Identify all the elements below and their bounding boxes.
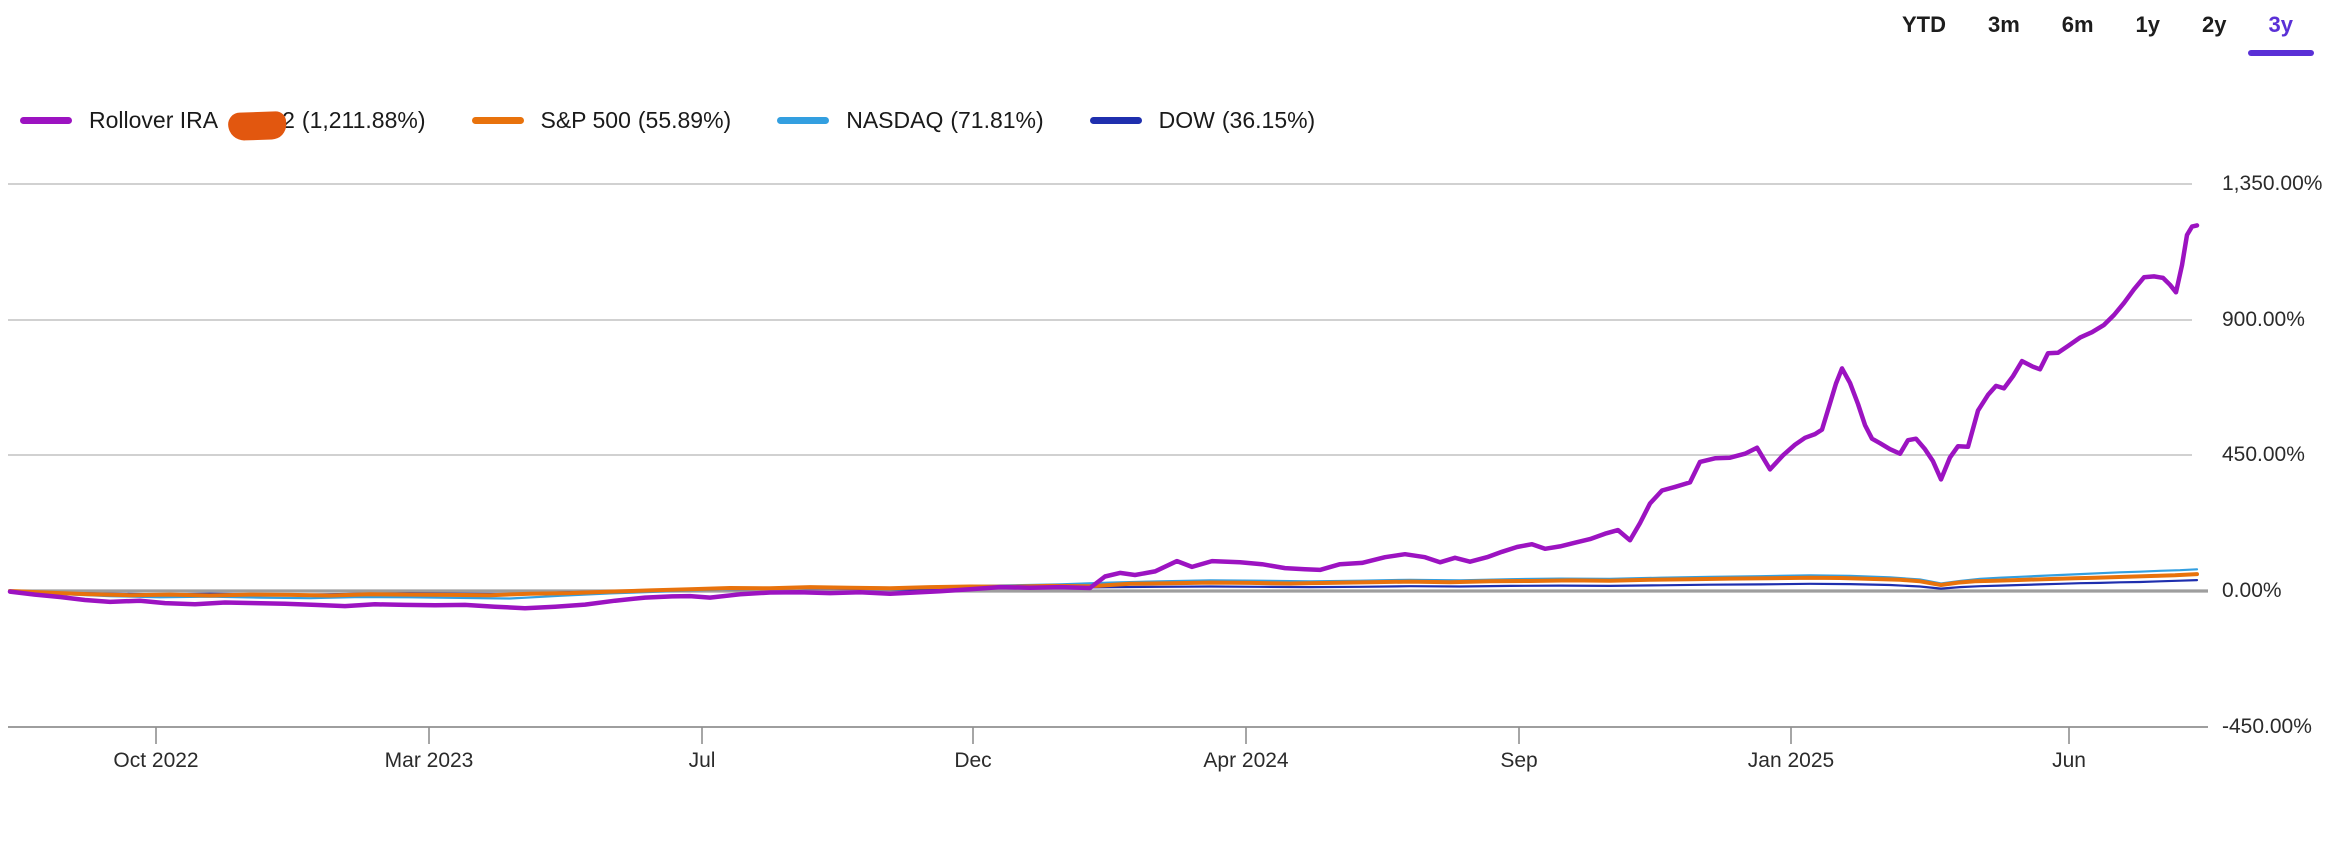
tab-label: 3m: [1987, 12, 2020, 37]
tab-label: 2y: [2202, 12, 2227, 37]
series-swatch-sp500: [471, 116, 524, 124]
tab-3y[interactable]: 3y: [2247, 10, 2314, 56]
legend-label: Rollover IRA: [89, 106, 219, 133]
tab-2y[interactable]: 2y: [2181, 10, 2247, 56]
tab-label: 3y: [2268, 12, 2293, 37]
time-range-selector: YTD 3m 6m 1y 2y 3y: [1881, 10, 2314, 56]
legend-label: DOW: [1158, 106, 1215, 133]
tab-label: 1y: [2135, 12, 2161, 37]
legend-label: NASDAQ: [846, 106, 944, 133]
y-axis-label: -450.00%: [2222, 715, 2312, 738]
legend-value: (55.89%): [637, 106, 732, 133]
x-axis-label: Sep: [1500, 749, 1538, 772]
y-axis-label: 0.00%: [2222, 579, 2282, 602]
tab-ytd[interactable]: YTD: [1881, 10, 1967, 56]
legend-item-sp500[interactable]: S&P 500 (55.89%): [471, 106, 732, 134]
series-swatch-rollover-ira: [20, 116, 72, 124]
x-axis-label: Jan 2025: [1747, 749, 1835, 772]
tab-6m[interactable]: 6m: [2041, 10, 2115, 56]
legend-value: (36.15%): [1221, 106, 1316, 133]
x-axis-label: Jul: [688, 749, 716, 772]
series-line-rollover-ira: [7, 223, 2200, 611]
legend-item-rollover-ira[interactable]: Rollover IRA 2 (1,211.88%): [20, 106, 426, 141]
legend-label: S&P 500: [540, 106, 631, 133]
y-axis-label: 900.00%: [2222, 308, 2305, 331]
redaction-blob: [227, 110, 287, 141]
x-axis-ticks: [155, 727, 2070, 744]
selected-tab-underline: [2247, 50, 2314, 56]
series-swatch-nasdaq: [777, 116, 830, 124]
legend-item-dow[interactable]: DOW (36.15%): [1089, 106, 1316, 134]
series-swatch-dow: [1089, 116, 1142, 124]
legend-value: (71.81%): [950, 106, 1044, 133]
tab-label: 6m: [2061, 12, 2094, 37]
x-axis-label: Apr 2024: [1203, 749, 1289, 772]
tab-3m[interactable]: 3m: [1967, 10, 2041, 56]
series-lines: [7, 223, 2200, 611]
gridlines: [8, 183, 2192, 456]
y-axis-label: 450.00%: [2222, 443, 2305, 466]
x-axis-label: Oct 2022: [113, 749, 199, 772]
x-axis-label: Mar 2023: [384, 749, 474, 772]
y-axis-label: 1,350.00%: [2222, 172, 2323, 195]
x-axis-label: Dec: [954, 749, 992, 772]
tab-1y[interactable]: 1y: [2115, 10, 2181, 56]
x-axis-label: Jun: [2052, 749, 2086, 772]
legend-value: (1,211.88%): [301, 106, 426, 133]
legend-item-nasdaq[interactable]: NASDAQ (71.81%): [777, 106, 1044, 134]
series-line-s-p-500: [8, 572, 2199, 598]
chart-legend: Rollover IRA 2 (1,211.88%) S&P 500 (55.8…: [20, 106, 1316, 141]
tab-label: YTD: [1901, 12, 1946, 37]
